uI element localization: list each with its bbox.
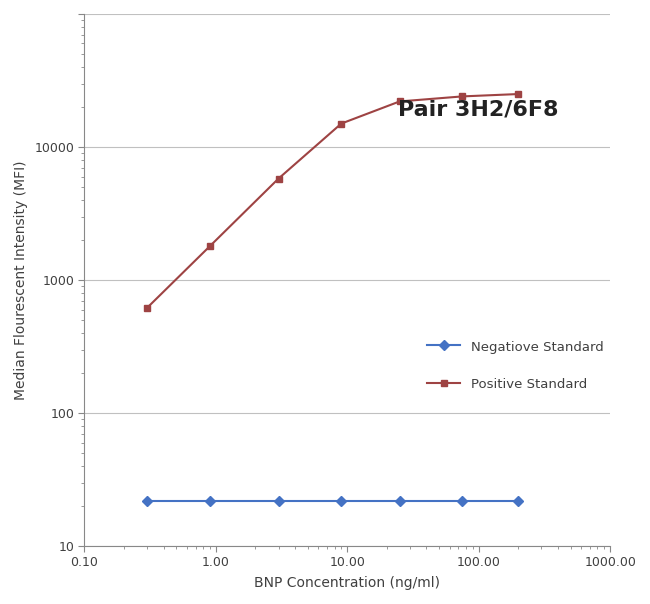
- Positive Standard: [458, 93, 466, 100]
- Positive Standard: [143, 304, 151, 312]
- Text: Pair 3H2/6F8: Pair 3H2/6F8: [398, 100, 559, 120]
- X-axis label: BNP Concentration (ng/ml): BNP Concentration (ng/ml): [254, 576, 440, 590]
- Y-axis label: Median Flourescent Intensity (MFI): Median Flourescent Intensity (MFI): [14, 161, 28, 400]
- Negatiove Standard: [206, 497, 214, 504]
- Negatiove Standard: [514, 497, 522, 504]
- Legend: Negatiove Standard, Positive Standard: Negatiove Standard, Positive Standard: [427, 340, 604, 391]
- Positive Standard: [206, 243, 214, 250]
- Negatiove Standard: [458, 497, 466, 504]
- Negatiove Standard: [143, 497, 151, 504]
- Line: Positive Standard: Positive Standard: [144, 91, 522, 311]
- Positive Standard: [514, 91, 522, 98]
- Line: Negatiove Standard: Negatiove Standard: [144, 497, 522, 504]
- Negatiove Standard: [396, 497, 404, 504]
- Positive Standard: [337, 120, 345, 127]
- Positive Standard: [275, 175, 283, 182]
- Negatiove Standard: [275, 497, 283, 504]
- Positive Standard: [396, 98, 404, 105]
- Negatiove Standard: [337, 497, 345, 504]
